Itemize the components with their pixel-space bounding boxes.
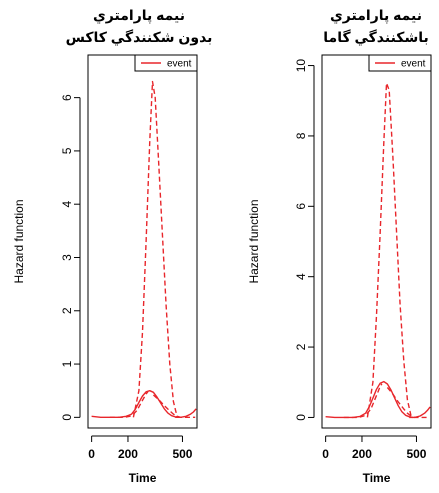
- confidence-band-line: [132, 80, 180, 418]
- plot-frame: [87, 54, 198, 429]
- legend-box: [368, 54, 432, 72]
- legend-label: event: [401, 59, 426, 70]
- confidence-band-line: [109, 391, 149, 418]
- y-tick-label: 8: [294, 132, 308, 139]
- y-tick-label: 5: [60, 147, 74, 154]
- y-tick-label: 0: [60, 414, 74, 421]
- x-tick-label: 500: [406, 447, 426, 461]
- legend: event: [368, 54, 432, 72]
- x-tick-label: 0: [322, 447, 329, 461]
- panel-gamma-frailty: نیمه پارامتري باشکنندگي گاما 0 2 4 6 8 10 0 200 50…: [247, 7, 432, 485]
- x-tick-label: 200: [118, 447, 138, 461]
- hazard-series-line: [175, 408, 197, 418]
- x-axis-label: Time: [129, 471, 157, 485]
- x-axis-label: Time: [363, 471, 391, 485]
- hazard-series-line: [409, 406, 431, 419]
- panel-cox-no-frailty: نیمه پارامتري بدون شکنندگي کاکس 0 1 2 3 4 5 6 0 20…: [12, 7, 212, 485]
- plot-frame: [321, 54, 432, 429]
- chart-title-line: نیمه پارامتري: [330, 7, 422, 25]
- y-tick-label: 1: [60, 360, 74, 367]
- y-tick-label: 2: [60, 307, 74, 314]
- series-group: [325, 82, 431, 419]
- legend: event: [134, 54, 198, 72]
- y-tick-label: 4: [60, 201, 74, 208]
- y-tick-label: 3: [60, 254, 74, 261]
- x-tick-label: 0: [88, 447, 95, 461]
- y-tick-label: 2: [294, 343, 308, 350]
- confidence-band-line: [343, 383, 383, 419]
- hazard-series-line: [91, 390, 179, 418]
- chart-title-line: بدون شکنندگي کاکس: [66, 29, 213, 46]
- y-tick-label: 6: [60, 94, 74, 101]
- y-tick-label: 10: [294, 59, 308, 73]
- chart-title-line: باشکنندگي گاما: [323, 29, 428, 46]
- x-tick-label: 200: [352, 447, 372, 461]
- confidence-band-line: [366, 82, 414, 418]
- y-axis-label: Hazard function: [247, 199, 261, 283]
- legend-box: [134, 54, 198, 72]
- chart-title-line: نیمه پارامتري: [93, 7, 185, 25]
- confidence-band-line: [386, 387, 430, 419]
- y-tick-label: 6: [294, 203, 308, 210]
- y-tick-label: 4: [294, 273, 308, 280]
- y-axis-label: Hazard function: [12, 199, 26, 283]
- x-tick-label: 500: [172, 447, 192, 461]
- confidence-band-line: [152, 394, 196, 418]
- legend-label: event: [167, 59, 192, 70]
- series-group: [91, 80, 197, 418]
- y-tick-label: 0: [294, 414, 308, 421]
